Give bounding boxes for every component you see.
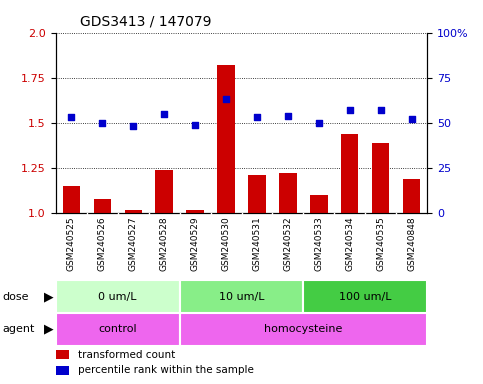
Bar [156,170,172,213]
Text: transformed count: transformed count [78,350,175,360]
Bar [62,186,80,213]
Bar [94,199,111,213]
Bar [186,210,203,213]
Bar [56,313,180,346]
Text: ▶: ▶ [43,323,53,336]
Text: GSM240531: GSM240531 [253,217,261,271]
Text: GSM240533: GSM240533 [314,217,324,271]
Bar [248,175,266,213]
Bar [180,313,427,346]
Text: GSM240530: GSM240530 [222,217,230,271]
Bar [372,143,389,213]
Bar [56,280,180,313]
Text: GSM240528: GSM240528 [159,217,169,271]
Text: GSM240534: GSM240534 [345,217,355,271]
Point [129,123,137,129]
Text: GSM240535: GSM240535 [376,217,385,271]
Point [377,107,385,113]
Text: control: control [98,324,137,334]
Text: agent: agent [2,324,35,334]
Bar [217,65,235,213]
Bar [180,280,303,313]
Point [408,116,416,122]
Point [284,113,292,119]
Bar [303,280,427,313]
Text: GDS3413 / 147079: GDS3413 / 147079 [80,15,211,29]
Point [67,114,75,121]
Point [253,114,261,121]
Text: 0 um/L: 0 um/L [98,291,137,302]
Text: 10 um/L: 10 um/L [219,291,264,302]
Text: dose: dose [2,291,29,302]
Bar [56,366,69,375]
Point [160,111,168,117]
Text: GSM240529: GSM240529 [190,217,199,271]
Text: GSM240527: GSM240527 [128,217,138,271]
Text: GSM240848: GSM240848 [408,217,416,271]
Point [98,120,106,126]
Text: percentile rank within the sample: percentile rank within the sample [78,365,254,375]
Bar [311,195,327,213]
Point [315,120,323,126]
Text: 100 um/L: 100 um/L [339,291,392,302]
Bar [403,179,421,213]
Bar [56,350,69,359]
Text: ▶: ▶ [43,290,53,303]
Text: homocysteine: homocysteine [264,324,342,334]
Text: GSM240525: GSM240525 [67,217,75,271]
Bar [125,210,142,213]
Text: GSM240532: GSM240532 [284,217,293,271]
Point [191,122,199,128]
Bar [280,174,297,213]
Point [222,96,230,103]
Bar [341,134,358,213]
Text: GSM240526: GSM240526 [98,217,107,271]
Point [346,107,354,113]
